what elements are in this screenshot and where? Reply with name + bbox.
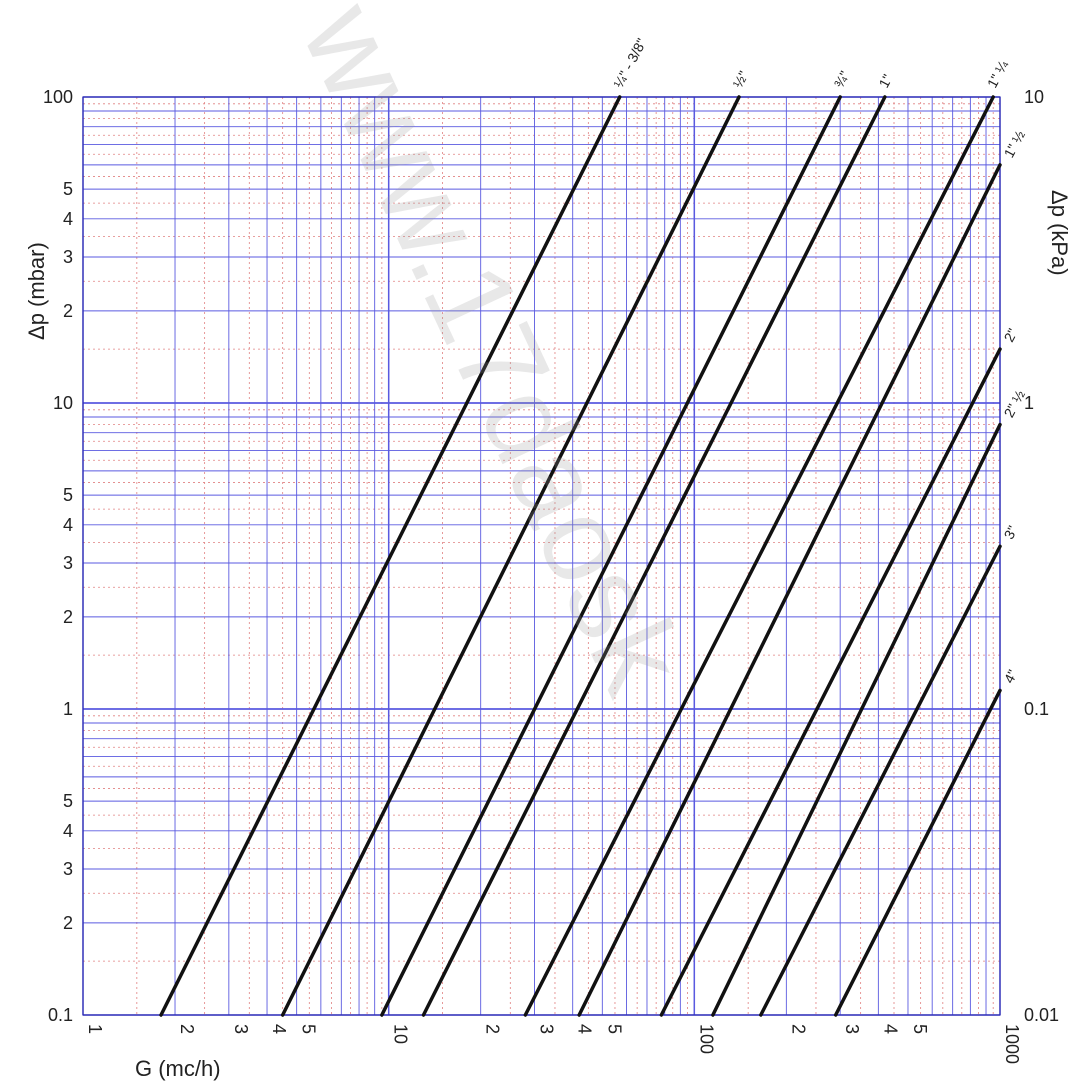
y-tick-label: 3 [63, 553, 73, 573]
y-tick-label: 4 [63, 209, 73, 229]
y-tick-label: 0.1 [48, 1005, 73, 1025]
x-tick-label: 2 [177, 1024, 197, 1034]
plot-border [82, 96, 1001, 1016]
y-tick-label: 5 [63, 179, 73, 199]
series-line [659, 347, 1002, 1017]
y-tick-label: 5 [63, 485, 73, 505]
x-tick-label: 1000 [1002, 1024, 1022, 1064]
y-tick-label: 3 [63, 247, 73, 267]
y2-tick-label: 1 [1024, 393, 1034, 413]
y-tick-label: 1 [63, 699, 73, 719]
x-tick-label: 5 [299, 1024, 319, 1034]
y2-tick-label: 0.01 [1024, 1005, 1059, 1025]
y-tick-label: 5 [63, 791, 73, 811]
x-tick-label: 100 [696, 1024, 716, 1054]
x-tick-label: 4 [575, 1024, 595, 1034]
series-line [380, 95, 842, 1017]
y2-axis-title: Δp (kPa) [1047, 190, 1072, 276]
x-tick-label: 3 [842, 1024, 862, 1034]
x-tick-label: 2 [788, 1024, 808, 1034]
series-lines [159, 95, 1002, 1017]
x-axis-title: G (mc/h) [135, 1056, 221, 1081]
y-tick-label: 2 [63, 607, 73, 627]
series-line [759, 544, 1002, 1017]
series-line [711, 422, 1002, 1017]
series-line [833, 688, 1002, 1017]
x-tick-label: 2 [483, 1024, 503, 1034]
series-label: ¾" [831, 68, 853, 90]
y-tick-label: 2 [63, 301, 73, 321]
y-tick-label: 2 [63, 913, 73, 933]
y-tick-label: 4 [63, 821, 73, 841]
x-tick-label: 1 [85, 1024, 105, 1034]
x-tick-label: 5 [604, 1024, 624, 1034]
x-tick-label: 10 [391, 1024, 411, 1044]
y2-tick-labels: 0.01 0.1 1 10 [1024, 87, 1059, 1025]
x-tick-label: 3 [231, 1024, 251, 1034]
y2-tick-label: 0.1 [1024, 699, 1049, 719]
series-line [159, 95, 622, 1017]
y-tick-label: 10 [53, 393, 73, 413]
series-line [577, 163, 1002, 1017]
series-label: ½" [730, 68, 752, 90]
series-line [421, 95, 887, 1017]
series-line [523, 95, 995, 1017]
x-tick-label: 3 [537, 1024, 557, 1034]
x-tick-label: 4 [880, 1024, 900, 1034]
y-tick-label: 4 [63, 515, 73, 535]
y-axis-title: Δp (mbar) [24, 242, 49, 340]
y-tick-label: 100 [43, 87, 73, 107]
x-tick-label: 4 [269, 1024, 289, 1034]
y-tick-labels: 0.1 2 3 4 5 1 2 3 4 5 10 2 3 4 5 100 [43, 87, 73, 1025]
series-line [280, 95, 741, 1017]
y2-tick-label: 10 [1024, 87, 1044, 107]
x-tick-label: 5 [910, 1024, 930, 1034]
x-tick-labels: 1 2 3 4 5 10 2 3 4 5 100 2 3 4 5 1000 [85, 1024, 1022, 1064]
y-tick-label: 3 [63, 859, 73, 879]
